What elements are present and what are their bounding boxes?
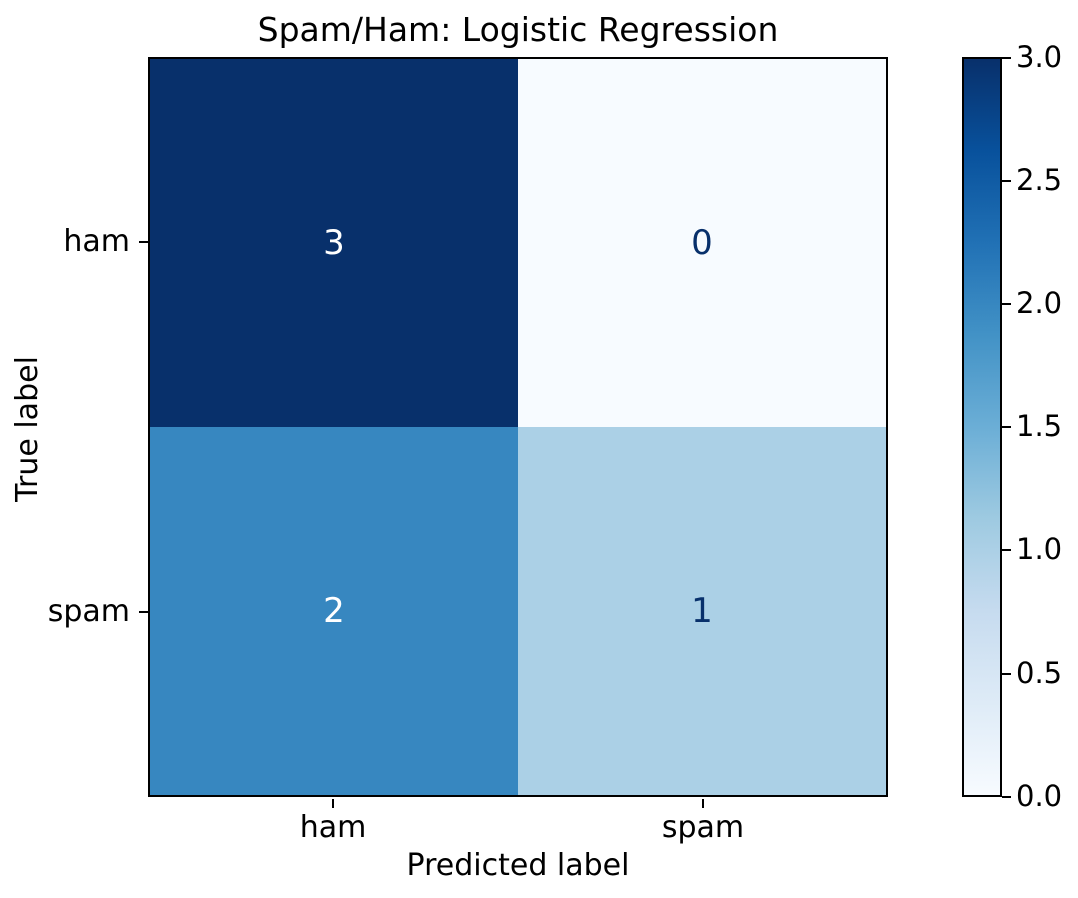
cell-true-ham-pred-spam: 0 (518, 59, 886, 427)
cell-value: 1 (691, 591, 713, 631)
heatmap-cells: 3 0 2 1 (150, 59, 886, 795)
cell-true-spam-pred-ham: 2 (150, 427, 518, 795)
colorbar-tick-label: 1.5 (1016, 409, 1063, 443)
colorbar-tick-label: 0.0 (1016, 779, 1063, 813)
colorbar-tick-label: 2.0 (1016, 286, 1063, 320)
colorbar-tick-mark (1002, 426, 1011, 428)
y-tick-mark (139, 611, 148, 613)
cell-value: 0 (691, 223, 713, 263)
y-tick-mark (139, 241, 148, 243)
x-tick-mark (332, 799, 334, 808)
colorbar-tick-mark (1002, 549, 1011, 551)
colorbar-tick-mark (1002, 180, 1011, 182)
colorbar-tick-mark (1002, 796, 1011, 798)
colorbar-tick-label: 1.0 (1016, 532, 1063, 566)
x-tick-label-spam: spam (661, 810, 745, 845)
colorbar-tick-mark (1002, 673, 1011, 675)
colorbar-tick-mark (1002, 57, 1011, 59)
y-tick-label-spam: spam (47, 594, 130, 629)
cell-true-spam-pred-spam: 1 (518, 427, 886, 795)
y-axis-label: True label (10, 356, 45, 502)
x-axis-label: Predicted label (406, 848, 630, 883)
cell-true-ham-pred-ham: 3 (150, 59, 518, 427)
colorbar-tick-label: 0.5 (1016, 656, 1063, 690)
colorbar-tick-label: 2.5 (1016, 163, 1063, 197)
chart-title: Spam/Ham: Logistic Regression (257, 10, 779, 49)
x-tick-mark (702, 799, 704, 808)
y-tick-label-ham: ham (63, 224, 130, 259)
colorbar-tick-label: 3.0 (1016, 40, 1063, 74)
colorbar (962, 57, 1002, 797)
x-tick-label-ham: ham (299, 810, 367, 845)
cell-value: 3 (323, 223, 345, 263)
colorbar-tick-mark (1002, 303, 1011, 305)
cell-value: 2 (323, 591, 345, 631)
heatmap-plot-area: 3 0 2 1 (148, 57, 888, 797)
